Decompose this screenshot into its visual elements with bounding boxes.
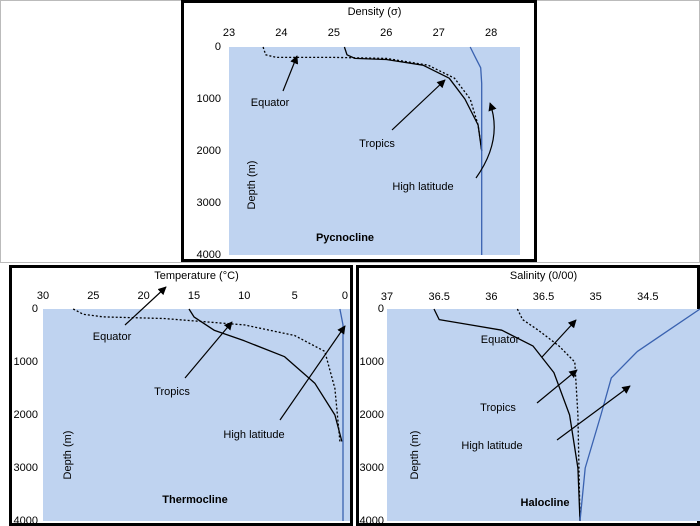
y-tick-label: 1000: [14, 356, 38, 368]
plot-area: [43, 309, 350, 521]
y-tick-label: 1000: [360, 356, 384, 368]
x-tick-label: 3: [697, 291, 700, 303]
y-tick-label: 3000: [360, 462, 384, 474]
x-tick-label: 27: [433, 27, 445, 39]
profile-line: [188, 308, 343, 442]
x-tick-label: 23: [223, 27, 235, 39]
arrow: [279, 325, 346, 421]
arrow: [124, 286, 167, 326]
profile-line: [343, 46, 483, 152]
arrow: [391, 79, 446, 131]
y-tick-label: 4000: [197, 249, 221, 261]
plot-area: [229, 47, 520, 255]
y-tick-label: 0: [32, 303, 38, 315]
y-tick-label: 0: [378, 303, 384, 315]
series-label: Tropics: [154, 386, 190, 398]
x-axis-label: Density (σ): [348, 6, 402, 18]
profile-line: [579, 308, 700, 522]
arrow: [184, 321, 233, 379]
y-tick-label: 2000: [360, 409, 384, 421]
x-tick-label: 36.5: [428, 291, 449, 303]
x-tick-label: 36.5: [533, 291, 554, 303]
x-tick-label: 10: [238, 290, 250, 302]
arrow: [556, 385, 631, 441]
series-label: Equator: [481, 334, 520, 346]
series-label: Equator: [93, 331, 132, 343]
y-tick-label: 4000: [14, 515, 38, 526]
series-label: High latitude: [461, 440, 522, 452]
x-tick-label: 35: [590, 291, 602, 303]
x-tick-label: 0: [342, 290, 348, 302]
x-axis-label: Salinity (0/00): [510, 270, 577, 282]
series-label: Equator: [251, 97, 290, 109]
x-tick-label: 20: [138, 290, 150, 302]
profile-line: [262, 46, 483, 152]
x-tick-label: 26: [380, 27, 392, 39]
series-label: High latitude: [392, 181, 453, 193]
panel-title: Pycnocline: [316, 232, 374, 244]
x-tick-label: 28: [485, 27, 497, 39]
y-tick-label: 2000: [14, 409, 38, 421]
profile-line: [516, 308, 581, 522]
series-label: Tropics: [359, 138, 395, 150]
y-tick-label: 4000: [360, 515, 384, 526]
y-tick-label: 2000: [197, 145, 221, 157]
x-axis-label: Temperature (°C): [154, 270, 238, 282]
profile-line: [72, 308, 341, 442]
profile-line: [339, 308, 344, 521]
y-axis-label: Depth (m): [246, 161, 258, 210]
x-tick-label: 15: [188, 290, 200, 302]
x-tick-label: 25: [328, 27, 340, 39]
y-tick-label: 3000: [14, 462, 38, 474]
arrow: [536, 369, 578, 404]
profile-line: [433, 308, 581, 522]
arrow: [282, 55, 299, 92]
y-axis-label: Depth (m): [62, 431, 74, 480]
y-tick-label: 3000: [197, 197, 221, 209]
y-tick-label: 0: [215, 41, 221, 53]
x-tick-label: 36: [485, 291, 497, 303]
panel-title: Halocline: [521, 497, 570, 509]
x-tick-label: 24: [275, 27, 287, 39]
x-tick-label: 34.5: [637, 291, 658, 303]
y-tick-label: 1000: [197, 93, 221, 105]
x-tick-label: 37: [381, 291, 393, 303]
x-tick-label: 5: [292, 290, 298, 302]
x-tick-label: 25: [87, 290, 99, 302]
y-axis-label: Depth (m): [409, 431, 421, 480]
arrow: [475, 102, 497, 179]
arrow: [541, 319, 577, 358]
series-label: Tropics: [480, 402, 516, 414]
series-label: High latitude: [223, 429, 284, 441]
profile-line: [469, 46, 483, 255]
x-tick-label: 30: [37, 290, 49, 302]
panel-title: Thermocline: [162, 494, 227, 506]
